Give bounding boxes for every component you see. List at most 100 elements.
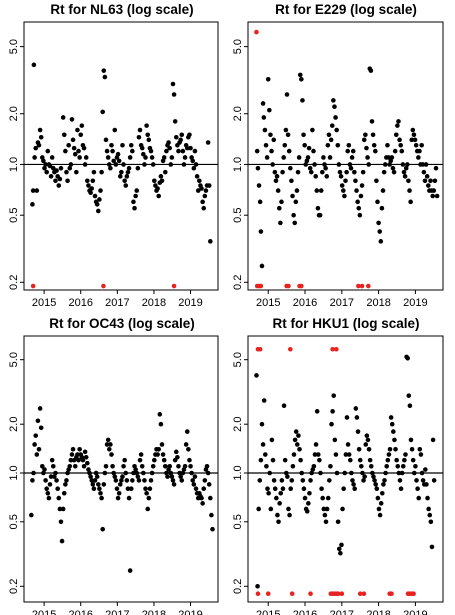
data-point bbox=[414, 478, 419, 483]
data-point bbox=[68, 162, 74, 167]
data-point bbox=[91, 169, 97, 175]
data-point bbox=[359, 463, 364, 469]
data-point bbox=[337, 169, 343, 175]
y-tick-label: 2.0 bbox=[232, 106, 244, 121]
data-point bbox=[325, 495, 331, 501]
data-point bbox=[409, 137, 415, 143]
data-point bbox=[410, 457, 416, 463]
data-point bbox=[321, 155, 326, 160]
data-point bbox=[41, 158, 46, 164]
data-point bbox=[170, 478, 176, 483]
data-point bbox=[376, 506, 382, 512]
y-tick-label: 2.0 bbox=[8, 417, 20, 432]
data-point bbox=[387, 447, 393, 452]
data-point bbox=[334, 470, 340, 476]
data-point bbox=[408, 199, 413, 205]
data-point bbox=[410, 127, 416, 133]
data-point bbox=[363, 442, 369, 447]
data-point bbox=[64, 478, 69, 483]
data-point bbox=[194, 174, 200, 179]
data-point bbox=[354, 188, 359, 193]
data-point bbox=[430, 437, 436, 443]
data-point bbox=[265, 486, 270, 491]
panel-title: Rt for HKU1 (log scale) bbox=[272, 316, 419, 331]
data-point bbox=[327, 478, 332, 483]
data-point bbox=[108, 165, 113, 171]
data-point bbox=[206, 183, 212, 188]
data-point bbox=[256, 506, 261, 512]
data-point bbox=[406, 393, 412, 398]
data-point bbox=[372, 478, 377, 483]
y-tick-label: 0.5 bbox=[232, 208, 244, 223]
data-point bbox=[128, 142, 134, 148]
data-point bbox=[49, 155, 55, 160]
data-point bbox=[353, 178, 358, 184]
data-point bbox=[385, 142, 390, 148]
data-point bbox=[175, 454, 180, 460]
data-point bbox=[345, 148, 351, 154]
data-point bbox=[315, 452, 321, 457]
data-point bbox=[70, 137, 76, 143]
data-point bbox=[269, 148, 274, 154]
data-point bbox=[348, 165, 354, 171]
data-point bbox=[403, 165, 409, 171]
data-point bbox=[280, 169, 285, 175]
data-point bbox=[100, 526, 105, 532]
data-point bbox=[311, 463, 317, 469]
data-point bbox=[425, 183, 431, 188]
data-point bbox=[304, 509, 310, 514]
data-point bbox=[391, 169, 397, 175]
data-point bbox=[31, 470, 36, 476]
data-point bbox=[255, 583, 260, 589]
data-point bbox=[119, 478, 124, 483]
data-point bbox=[310, 127, 315, 133]
data-point bbox=[356, 205, 362, 211]
data-point bbox=[428, 519, 434, 525]
data-point bbox=[355, 429, 361, 434]
data-point bbox=[131, 199, 136, 205]
data-point bbox=[275, 188, 281, 193]
data-point bbox=[282, 457, 288, 463]
data-point bbox=[423, 162, 429, 167]
data-point bbox=[362, 474, 367, 479]
data-point bbox=[29, 512, 34, 518]
data-point bbox=[132, 205, 137, 211]
data-point bbox=[426, 506, 431, 512]
data-point bbox=[58, 519, 64, 525]
data-point bbox=[68, 457, 74, 463]
data-point bbox=[279, 478, 285, 483]
data-point bbox=[76, 457, 81, 463]
data-point bbox=[55, 486, 60, 491]
data-point bbox=[179, 132, 185, 138]
data-point bbox=[70, 447, 76, 452]
data-point bbox=[89, 478, 95, 483]
data-point bbox=[374, 486, 380, 491]
data-point bbox=[407, 188, 412, 193]
x-tick-label: 2018 bbox=[366, 297, 390, 309]
data-point bbox=[402, 174, 408, 179]
data-point bbox=[376, 220, 381, 226]
data-point bbox=[72, 463, 78, 469]
data-point bbox=[105, 155, 111, 160]
data-point bbox=[275, 512, 280, 518]
data-point bbox=[287, 512, 292, 518]
data-point bbox=[76, 148, 81, 154]
y-tick-label: 5.0 bbox=[8, 39, 20, 54]
data-point bbox=[278, 220, 283, 226]
data-point bbox=[371, 142, 377, 148]
data-point bbox=[333, 452, 339, 457]
data-point bbox=[67, 165, 73, 171]
data-point bbox=[202, 193, 208, 199]
x-tick-label: 2018 bbox=[366, 609, 390, 615]
data-point bbox=[355, 199, 360, 205]
data-point bbox=[145, 506, 151, 512]
data-point bbox=[121, 463, 126, 469]
data-point bbox=[397, 478, 403, 483]
data-point bbox=[389, 421, 395, 427]
data-point bbox=[45, 148, 51, 154]
data-point bbox=[112, 127, 118, 133]
data-point bbox=[347, 162, 353, 167]
data-point bbox=[46, 495, 52, 501]
data-point bbox=[110, 463, 115, 469]
data-point bbox=[257, 478, 263, 483]
